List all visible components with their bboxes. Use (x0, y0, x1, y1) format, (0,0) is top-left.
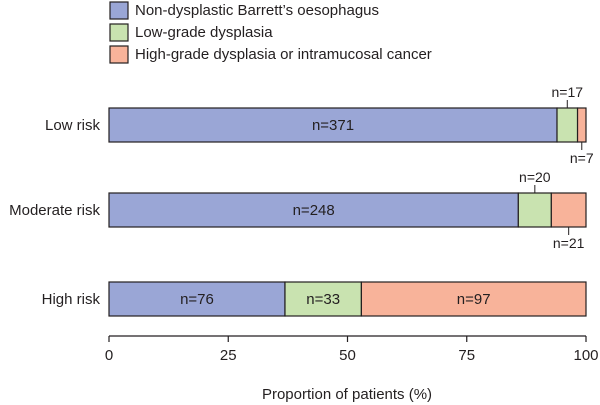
bar-low-risk-low-grade-dysplasia (556, 107, 579, 143)
x-tick-label-0: 0 (105, 347, 113, 364)
category-label-moderate-risk: Moderate risk (9, 202, 100, 219)
bar-labels: n=371 n=248 n=76 n=33 n=97 (180, 117, 491, 308)
bar-moderate-risk-high-grade-dysplasia-or-intramucosal-cancer (550, 192, 587, 228)
x-tick-label-100: 100 (573, 347, 598, 364)
bar-label-moderate-risk-non-dysplastic-barrett-s-oesophagus: n=248 (293, 202, 335, 219)
legend-label-high-grade-dysplasia-or-intramucosal-cancer: High-grade dysplasia or intramucosal can… (135, 46, 432, 63)
x-tick-label-50: 50 (339, 347, 356, 364)
bar-label-high-risk-non-dysplastic-barrett-s-oesophagus: n=76 (180, 291, 214, 308)
bar-low-risk-non-dysplastic-barrett-s-oesophagus (108, 107, 558, 143)
callout-label-low-risk-low-grade-dysplasia: n=17 (552, 84, 584, 100)
x-axis-title: Proportion of patients (%) (262, 386, 432, 403)
callout-label-moderate-risk-low-grade-dysplasia: n=20 (519, 169, 551, 185)
x-tick-label-25: 25 (220, 347, 237, 364)
bar-moderate-risk-low-grade-dysplasia (517, 192, 552, 228)
legend-swatch-high-grade-dysplasia-or-intramucosal-cancer (109, 45, 129, 64)
bar-high-risk-non-dysplastic-barrett-s-oesophagus (108, 281, 286, 317)
legend: Non-dysplastic Barrett’s oesophagus Low-g… (109, 1, 432, 64)
legend-swatch-low-grade-dysplasia (109, 23, 129, 42)
bar-label-high-risk-high-grade-dysplasia-or-intramucosal-cancer: n=97 (457, 291, 491, 308)
legend-label-low-grade-dysplasia: Low-grade dysplasia (135, 24, 273, 41)
category-labels: Low risk Moderate risk High risk (9, 117, 100, 308)
bars (108, 107, 587, 317)
bar-moderate-risk-non-dysplastic-barrett-s-oesophagus (108, 192, 519, 228)
x-tick-label-75: 75 (458, 347, 475, 364)
legend-swatch-non-dysplastic-barrett-s-oesophagus (109, 1, 129, 20)
callout-labels: n=17 n=7 n=20 n=21 (519, 84, 594, 251)
bar-label-low-risk-non-dysplastic-barrett-s-oesophagus: n=371 (312, 117, 354, 134)
bar-label-high-risk-low-grade-dysplasia: n=33 (306, 291, 340, 308)
callout-label-low-risk-high-grade-dysplasia-or-intramucosal-cancer: n=7 (570, 150, 594, 166)
category-label-low-risk: Low risk (45, 117, 101, 134)
bar-high-risk-high-grade-dysplasia-or-intramucosal-cancer (360, 281, 587, 317)
legend-label-non-dysplastic-barrett-s-oesophagus: Non-dysplastic Barrett’s oesophagus (135, 2, 379, 19)
bar-low-risk-high-grade-dysplasia-or-intramucosal-cancer (576, 107, 587, 143)
category-label-high-risk: High risk (42, 291, 101, 308)
callout-label-moderate-risk-high-grade-dysplasia-or-intramucosal-cancer: n=21 (553, 235, 585, 251)
x-axis: 0 25 50 75 100 (105, 335, 599, 364)
